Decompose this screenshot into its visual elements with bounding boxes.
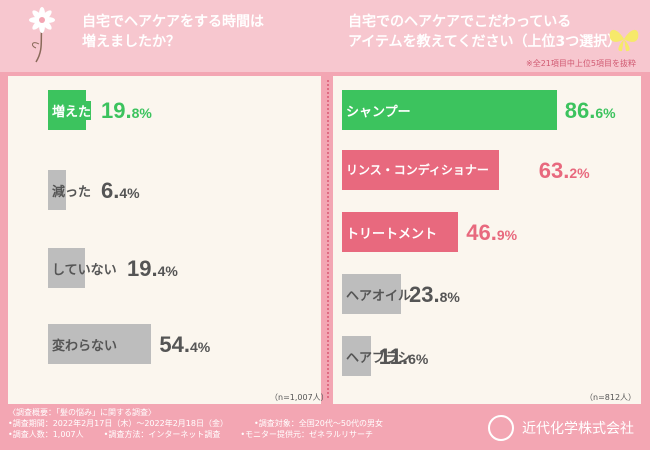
right-pct-2: 46.9%	[466, 220, 518, 245]
right-bar-label-3: ヘアオイル	[346, 289, 412, 304]
right-pct-1: 63.2%	[538, 158, 590, 183]
right-bar-label-1: リンス・コンディショナー	[346, 163, 489, 177]
right-pct-4: 11.6%	[378, 344, 429, 369]
flower-icon	[29, 7, 55, 63]
right-bar-0	[342, 90, 557, 130]
right-bar-3	[342, 274, 402, 314]
left-bar-2	[48, 248, 85, 288]
right-bar-label-2: トリートメント	[346, 227, 438, 242]
butterfly-icon	[609, 29, 639, 52]
right-pct-0: 86.6%	[564, 98, 616, 123]
n-label-right: （n=812人）	[585, 393, 637, 402]
left-pct-3: 54.4%	[159, 332, 211, 357]
footer-line-3: •調査人数：1,007人 •調査方法：インターネット調査 •モニター提供元：ゼネラル…	[8, 430, 374, 439]
left-bar-label-2: していない	[52, 263, 117, 278]
right-bar-1	[342, 150, 499, 190]
right-pct-3: 23.8%	[409, 282, 460, 307]
left-pct-0: 19.8%	[101, 98, 152, 123]
company-logo-icon	[488, 415, 514, 441]
header-band: 自宅でヘアケアをする時間は 増えましたか？ 自宅でのヘアケアでこだわっている ア…	[0, 0, 650, 72]
right-bar-label-0: シャンプー	[346, 105, 411, 120]
question-2-title: 自宅でのヘアケアでこだわっている アイテムを教えてください（上位3つ選択）	[348, 14, 622, 50]
footer-line-1: 〈調査概要：「髪の悩み」に関する調査〉	[8, 408, 156, 417]
note-top: ※全21項目中上位5項目を抜粋	[526, 59, 636, 68]
right-bar-2	[342, 212, 459, 252]
left-bar-1	[48, 170, 66, 210]
n-label-left: （n=1,007人）	[270, 393, 329, 402]
left-pct-1: 6.4%	[101, 178, 140, 203]
left-bar-label-3: 変わらない	[52, 339, 118, 354]
company-name: 近代化学株式会社	[522, 421, 634, 437]
right-bar-label-4: ヘアブラシ	[346, 351, 411, 366]
left-bar-3	[48, 324, 152, 364]
footer-line-2: •調査期間：2022年2月17日（木）〜2022年2月18日（金） •調査対象：全…	[8, 419, 384, 428]
left-pct-2: 19.4%	[127, 256, 178, 281]
right-bar-4	[342, 336, 371, 376]
survey-footer: 〈調査概要：「髪の悩み」に関する調査〉 •調査期間：2022年2月17日（木）〜…	[8, 407, 383, 440]
company-logo: 近代化学株式会社	[488, 415, 634, 441]
left-bar-label-0: 増えた	[52, 101, 92, 120]
left-bar-label-1: 減った	[52, 185, 92, 200]
panel-divider	[327, 80, 329, 398]
question-1-title: 自宅でヘアケアをする時間は 増えましたか？	[82, 14, 264, 50]
